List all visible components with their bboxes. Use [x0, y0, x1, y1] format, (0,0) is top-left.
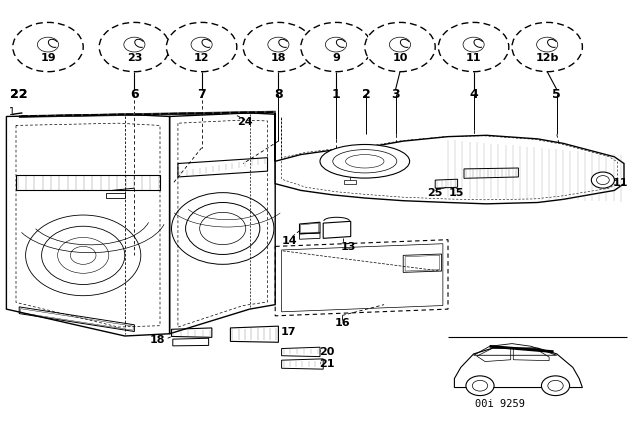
Circle shape: [591, 172, 614, 188]
Text: 4: 4: [469, 87, 478, 101]
Text: 15: 15: [449, 188, 464, 198]
Text: 18: 18: [150, 336, 165, 345]
Text: 7: 7: [197, 87, 206, 101]
Polygon shape: [275, 113, 624, 204]
Text: 20: 20: [319, 347, 334, 357]
Polygon shape: [19, 111, 275, 117]
Text: 23: 23: [127, 53, 142, 63]
Text: 14: 14: [282, 236, 297, 246]
Text: 22: 22: [10, 87, 28, 101]
Circle shape: [541, 376, 570, 396]
Circle shape: [13, 22, 83, 72]
Text: 5: 5: [552, 87, 561, 101]
Circle shape: [466, 376, 494, 396]
Text: 12: 12: [194, 53, 209, 63]
Circle shape: [243, 22, 314, 72]
Text: 11: 11: [466, 53, 481, 63]
Text: 11: 11: [613, 178, 628, 188]
Circle shape: [301, 22, 371, 72]
Text: 6: 6: [130, 87, 139, 101]
Text: 16: 16: [335, 318, 350, 327]
Text: 10: 10: [392, 53, 408, 63]
Circle shape: [438, 22, 509, 72]
Text: 21: 21: [319, 359, 334, 369]
Text: 1: 1: [332, 87, 340, 101]
Text: 25: 25: [428, 188, 443, 198]
Text: 2: 2: [362, 87, 371, 101]
Circle shape: [99, 22, 170, 72]
Circle shape: [365, 22, 435, 72]
Text: 22: 22: [10, 87, 28, 101]
Text: 12b: 12b: [536, 53, 559, 63]
Text: 1: 1: [8, 107, 15, 117]
Text: 00i 9259: 00i 9259: [476, 399, 525, 409]
Text: 18: 18: [271, 53, 286, 63]
Text: 24: 24: [237, 117, 253, 127]
Text: 13: 13: [341, 242, 356, 252]
Ellipse shape: [320, 144, 410, 178]
Text: 9: 9: [332, 53, 340, 63]
Text: 19: 19: [40, 53, 56, 63]
Text: 17: 17: [280, 327, 296, 337]
Text: 3: 3: [391, 87, 400, 101]
Circle shape: [512, 22, 582, 72]
Circle shape: [166, 22, 237, 72]
Text: 8: 8: [274, 87, 283, 101]
